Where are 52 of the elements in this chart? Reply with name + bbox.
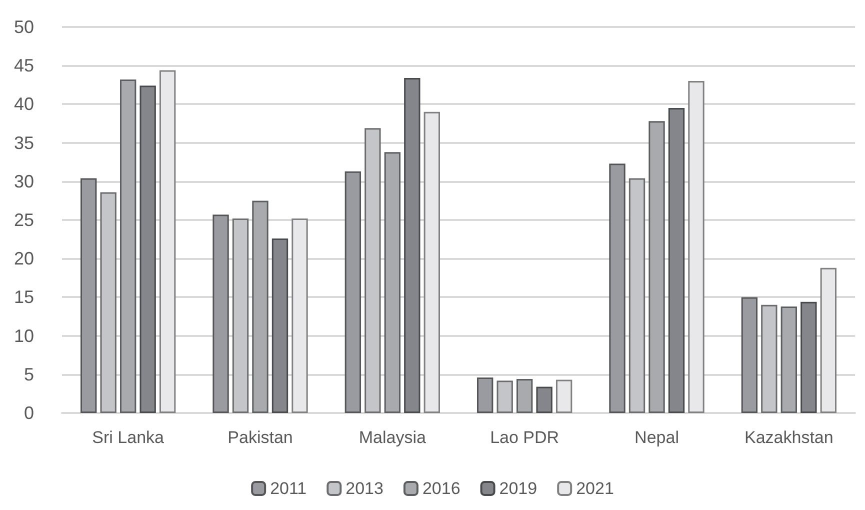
y-tick-label: 5	[24, 364, 34, 384]
bar	[741, 297, 758, 413]
bar	[688, 81, 704, 413]
bar	[364, 128, 381, 413]
legend-label: 2019	[499, 479, 538, 498]
legend-label: 2016	[422, 479, 460, 498]
y-tick-label: 10	[14, 326, 34, 346]
y-tick-label: 45	[14, 56, 34, 76]
y-tick-label: 40	[14, 94, 34, 114]
x-tick-label: Pakistan	[228, 428, 293, 447]
bar	[100, 192, 116, 413]
bar	[424, 112, 440, 413]
y-tick-label: 20	[14, 248, 34, 269]
bar	[536, 386, 552, 413]
y-tick-label: 0	[24, 403, 34, 423]
bar	[159, 70, 176, 413]
bar	[252, 200, 268, 413]
bar	[496, 380, 513, 413]
bar	[292, 218, 308, 413]
bar	[344, 171, 362, 413]
bar	[140, 86, 156, 413]
legend-label: 2011	[270, 479, 307, 498]
bar	[628, 178, 646, 413]
bar	[609, 164, 626, 413]
y-tick-label: 30	[14, 171, 34, 192]
y-tick-label: 25	[14, 210, 34, 230]
bar	[668, 108, 685, 413]
x-tick-label: Malaysia	[358, 428, 426, 447]
bar	[120, 79, 136, 413]
x-tick-label: Kazakhstan	[744, 428, 834, 447]
legend-label: 2021	[576, 479, 614, 498]
y-tick-label: 15	[14, 287, 34, 308]
bar	[384, 152, 401, 413]
bar	[648, 121, 665, 413]
bar	[556, 380, 572, 413]
bar	[761, 304, 778, 413]
bar	[800, 302, 817, 413]
bar	[272, 238, 288, 413]
x-tick-label: Lao PDR	[490, 428, 560, 447]
bar	[516, 379, 533, 413]
bar	[80, 178, 97, 413]
y-tick-label: 35	[14, 132, 34, 153]
x-tick-label: Nepal	[634, 428, 679, 447]
bar	[780, 306, 798, 413]
x-tick-label: Sri Lanka	[92, 428, 165, 447]
bar	[212, 214, 229, 413]
bar	[477, 377, 494, 413]
bar	[404, 78, 420, 413]
bar	[820, 268, 836, 413]
y-tick-label: 50	[14, 17, 34, 37]
bar	[232, 218, 249, 413]
legend-label: 2013	[346, 479, 384, 498]
